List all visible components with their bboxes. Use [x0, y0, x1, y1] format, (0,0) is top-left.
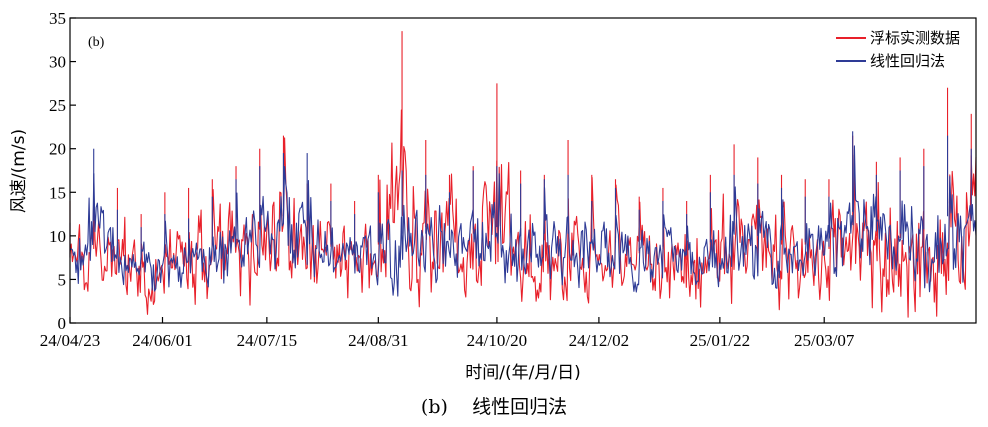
- x-tick-label: 24/12/02: [569, 331, 629, 350]
- y-tick-label: 30: [49, 53, 66, 72]
- x-tick-label: 24/04/23: [40, 331, 100, 350]
- caption-label: (b): [420, 396, 448, 418]
- x-axis-title: 时间/(年/月/日): [465, 363, 580, 383]
- y-tick-label: 15: [49, 183, 66, 202]
- y-tick-label: 25: [49, 96, 66, 115]
- y-tick-label: 20: [49, 140, 66, 159]
- x-tick-label: 25/03/07: [794, 331, 855, 350]
- y-tick-label: 35: [49, 9, 66, 28]
- x-tick-label: 24/10/20: [467, 331, 527, 350]
- legend: 浮标实测数据 线性回归法: [836, 29, 960, 70]
- x-tick-label: 24/08/31: [348, 331, 408, 350]
- figure-caption: (b) 线性回归法: [0, 392, 988, 419]
- legend-label-regression: 线性回归法: [870, 52, 945, 70]
- y-tick-label: 10: [49, 227, 66, 246]
- y-tick-label: 0: [58, 314, 67, 333]
- x-tick-label: 25/01/22: [690, 331, 750, 350]
- wind-speed-chart: 0 5 10 15 20 25 30 35 24/04/23 24/06/01 24/07/15 24…: [9, 9, 977, 383]
- panel-label: (b): [88, 35, 105, 50]
- y-axis-title: 风速/(m/s): [9, 129, 29, 213]
- caption-title: 线性回归法: [472, 396, 568, 418]
- series-line: [69, 145, 977, 297]
- plot-frame: [69, 17, 977, 324]
- axes: 0 5 10 15 20 25 30 35 24/04/23 24/06/01 24/07/15 24…: [40, 9, 855, 350]
- x-tick-label: 24/06/01: [132, 331, 192, 350]
- x-tick-label: 24/07/15: [237, 331, 297, 350]
- legend-label-buoy: 浮标实测数据: [870, 29, 960, 47]
- y-tick-label: 5: [58, 270, 67, 289]
